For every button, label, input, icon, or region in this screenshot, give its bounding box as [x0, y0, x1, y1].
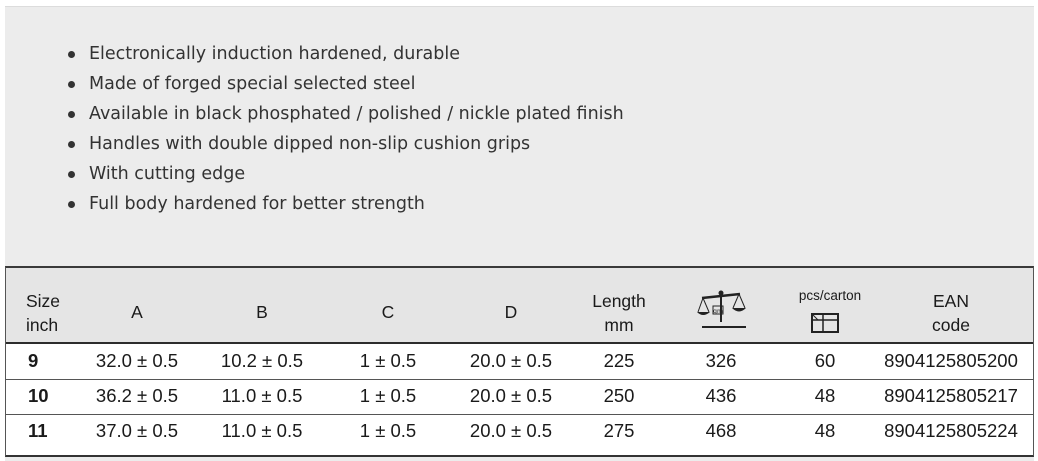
- header-ean-line2: code: [932, 315, 970, 335]
- scale-icon-label: gm: [713, 308, 723, 315]
- cell-length: 275: [603, 420, 635, 441]
- header-ean-code: EAN code: [901, 289, 1001, 337]
- specification-table: Size inch A B C D Length mm gm: [5, 266, 1034, 457]
- cell-weight: 436: [705, 385, 737, 406]
- feature-item: Made of forged special selected steel: [62, 69, 624, 99]
- cell-ean: 8904125805217: [884, 385, 1018, 406]
- cell-size: 11: [28, 420, 48, 441]
- cell-weight: 468: [705, 420, 737, 441]
- feature-item: Handles with double dipped non-slip cush…: [62, 129, 624, 159]
- cell-weight: 326: [705, 350, 737, 371]
- cell-b: 11.0 ± 0.5: [221, 420, 303, 441]
- feature-item: Electronically induction hardened, durab…: [62, 39, 624, 69]
- cell-pcs: 48: [814, 420, 836, 441]
- header-d: D: [504, 302, 518, 322]
- cell-c: 1 ± 0.5: [359, 385, 417, 406]
- cell-length: 250: [603, 385, 635, 406]
- cell-b: 10.2 ± 0.5: [220, 350, 304, 371]
- feature-item: With cutting edge: [62, 159, 624, 189]
- header-size-line2: inch: [26, 315, 59, 335]
- table-row: 11 37.0 ± 0.5 11.0 ± 0.5 1 ± 0.5 20.0 ± …: [6, 414, 1033, 449]
- cell-d: 20.0 ± 0.5: [469, 350, 553, 371]
- header-size: Size inch: [26, 289, 60, 337]
- cell-b: 11.0 ± 0.5: [221, 385, 303, 406]
- header-c: C: [381, 302, 395, 322]
- cell-pcs: 60: [814, 350, 836, 371]
- cell-a: 32.0 ± 0.5: [95, 350, 179, 371]
- cell-size: 10: [28, 385, 49, 406]
- header-size-line1: Size: [26, 291, 61, 311]
- header-length: Length mm: [569, 289, 669, 337]
- table-header: Size inch A B C D Length mm gm: [6, 268, 1033, 344]
- header-pcs-carton: pcs/carton: [798, 288, 862, 303]
- cell-length: 225: [603, 350, 635, 371]
- table-row: 10 36.2 ± 0.5 11.0 ± 0.5 1 ± 0.5 20.0 ± …: [6, 379, 1033, 415]
- feature-item: Available in black phosphated / polished…: [62, 99, 624, 129]
- cell-pcs: 48: [814, 385, 836, 406]
- feature-item: Full body hardened for better strength: [62, 189, 624, 219]
- carton-box-icon: [809, 312, 841, 334]
- header-ean-line1: EAN: [933, 291, 969, 311]
- cell-a: 37.0 ± 0.5: [95, 420, 179, 441]
- cell-d: 20.0 ± 0.5: [469, 385, 553, 406]
- header-length-line1: Length: [592, 291, 646, 311]
- feature-list: Electronically induction hardened, durab…: [62, 39, 624, 219]
- cell-c: 1 ± 0.5: [359, 350, 417, 371]
- header-a: A: [131, 302, 143, 322]
- cell-c: 1 ± 0.5: [359, 420, 417, 441]
- cell-ean: 8904125805200: [884, 350, 1018, 371]
- header-b: B: [256, 302, 268, 322]
- header-length-line2: mm: [604, 315, 634, 335]
- cell-ean: 8904125805224: [884, 420, 1018, 441]
- cell-a: 36.2 ± 0.5: [95, 385, 179, 406]
- cell-d: 20.0 ± 0.5: [469, 420, 553, 441]
- table-row: 9 32.0 ± 0.5 10.2 ± 0.5 1 ± 0.5 20.0 ± 0…: [6, 344, 1033, 380]
- scale-icon: gm: [694, 288, 748, 332]
- cell-size: 9: [28, 350, 39, 371]
